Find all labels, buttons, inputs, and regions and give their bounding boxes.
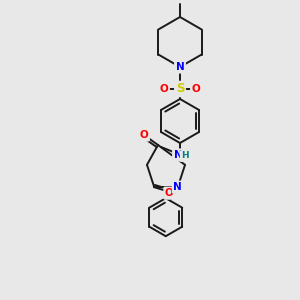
Text: N: N xyxy=(174,150,182,160)
Text: O: O xyxy=(165,188,174,198)
Text: H: H xyxy=(181,152,189,160)
Text: O: O xyxy=(160,84,168,94)
Text: O: O xyxy=(140,130,148,140)
Text: N: N xyxy=(176,62,184,72)
Text: N: N xyxy=(173,182,182,192)
Text: S: S xyxy=(176,82,184,95)
Text: O: O xyxy=(192,84,200,94)
